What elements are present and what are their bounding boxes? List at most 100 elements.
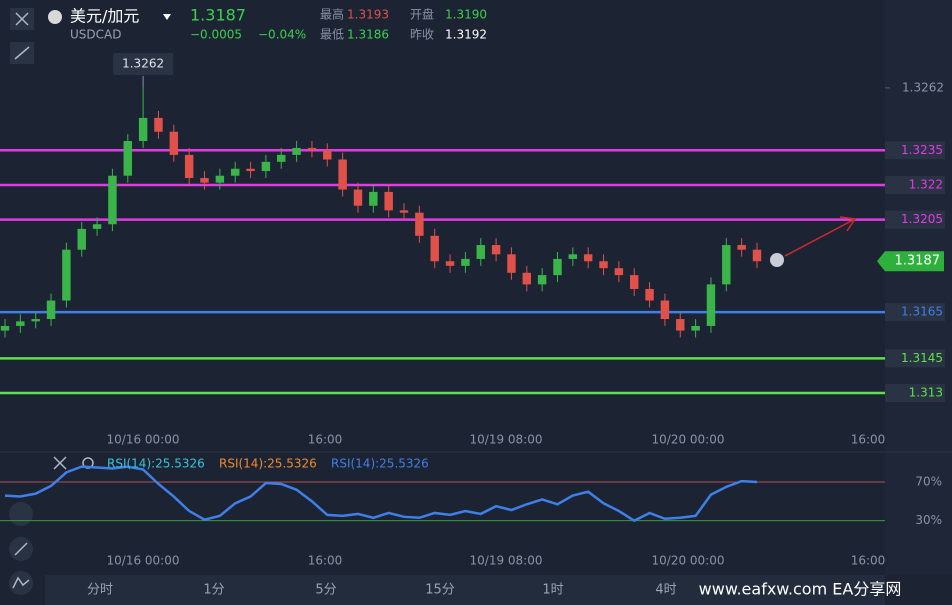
candle-body (353, 189, 363, 206)
candle-body (92, 224, 102, 229)
candle-body (430, 235, 439, 262)
tab[interactable]: 4时 (655, 583, 676, 598)
flag-icon (48, 10, 62, 24)
trend-arrow (784, 218, 856, 257)
symbol: USDCAD (70, 28, 121, 42)
candle-body (737, 245, 746, 250)
rsi-line (4, 465, 758, 523)
candle-body (292, 147, 301, 155)
info-icon[interactable] (770, 253, 784, 267)
candle-body (323, 150, 332, 160)
stat-value: 1.3186 (347, 28, 389, 42)
rsi-tick-label: 70% (915, 475, 942, 489)
candle-body (138, 117, 148, 142)
last-price-box (877, 251, 944, 272)
candle-body (752, 249, 762, 262)
candle-body (62, 249, 71, 301)
max-marker-box (113, 53, 174, 75)
candle-body (307, 147, 317, 151)
icon (14, 542, 28, 556)
rsi-legend: RSI(14):25.5326 (107, 457, 205, 471)
candle-body (415, 212, 424, 236)
tab[interactable]: 5分 (315, 583, 336, 598)
tab[interactable]: 1时 (542, 583, 563, 598)
level-label: 1.3205 (901, 212, 943, 226)
level-label: 1.3235 (901, 143, 943, 157)
candle-body (46, 300, 56, 320)
icon (12, 576, 30, 589)
candle-body (691, 325, 700, 331)
candle-body (246, 168, 255, 172)
stat-value: 1.3193 (347, 8, 389, 22)
candle-body (507, 254, 516, 273)
stat-label: 最高 (320, 7, 344, 22)
trend-arrow-head (839, 216, 857, 232)
level-label-box (885, 141, 945, 160)
candle-body (461, 258, 470, 266)
level-label: 1.3145 (901, 351, 943, 365)
candle-body (445, 261, 455, 266)
price: 1.3187 (190, 6, 246, 25)
x-tick-label: 16:00 (308, 433, 343, 447)
candle-body (108, 175, 117, 225)
candle-body (583, 254, 593, 262)
x-tick-label: 16:00 (851, 554, 886, 568)
candle-body (553, 258, 562, 276)
candle-body (660, 300, 670, 320)
level-label-box (885, 210, 945, 229)
candle-body (630, 275, 639, 289)
max-marker-label: 1.3262 (122, 57, 164, 71)
x-tick-label: 10/19 08:00 (470, 433, 543, 447)
level-label: 1.322 (909, 177, 943, 191)
level-label-box (885, 349, 945, 368)
indicator-button[interactable] (9, 502, 33, 526)
candle-body (599, 261, 608, 269)
rsi-legend: RSI(14):25.5326 (219, 457, 317, 471)
candle-body (491, 245, 501, 255)
watermark: www.eafxw.com EA分享网 (699, 580, 902, 599)
x-tick-label: 16:00 (851, 433, 886, 447)
candle-body (676, 319, 685, 331)
rsi-tick-label: 30% (915, 513, 942, 527)
level-label-box (885, 175, 945, 194)
icon (14, 46, 30, 60)
candle-body (77, 228, 86, 250)
candle-body (123, 141, 132, 176)
level-label-box (885, 384, 945, 403)
dropdown-arrow[interactable] (163, 14, 171, 20)
candle-body (154, 117, 163, 132)
candle-body (16, 321, 25, 326)
candle-body (537, 275, 547, 285)
level-label: 1.313 (909, 386, 943, 400)
tab[interactable]: 15分 (425, 583, 455, 598)
level-label-box (885, 303, 945, 322)
tab[interactable]: 分时 (87, 583, 113, 598)
x-tick-label: 16:00 (308, 554, 343, 568)
x-tick-label: 10/20 00:00 (652, 554, 725, 568)
candle-body (568, 254, 578, 259)
stat-label: 开盘 (410, 7, 434, 22)
candle-body (215, 175, 225, 183)
candle-body (645, 288, 654, 301)
level-label: 1.3165 (901, 305, 943, 319)
price-axis (885, 0, 952, 575)
candle-body (614, 268, 624, 276)
pair-name[interactable]: 美元/加元 (70, 7, 139, 26)
candle-body (369, 191, 378, 206)
change-pct: −0.04% (258, 28, 306, 42)
x-tick-label: 10/16 00:00 (107, 554, 180, 568)
stat-label: 昨收 (410, 28, 434, 42)
candle-body (399, 210, 409, 213)
y-tick-label: 1.3262 (902, 80, 944, 94)
candle-body (261, 161, 271, 172)
stat-value: 1.3190 (445, 8, 487, 22)
tab-bar (45, 575, 885, 605)
candle-body (522, 272, 532, 285)
tab[interactable]: 1分 (203, 583, 224, 598)
x-tick-label: 10/20 00:00 (652, 433, 725, 447)
candle-body (706, 284, 716, 326)
candle-body (384, 191, 393, 211)
candle-body (169, 131, 179, 155)
candle-body (338, 159, 347, 190)
